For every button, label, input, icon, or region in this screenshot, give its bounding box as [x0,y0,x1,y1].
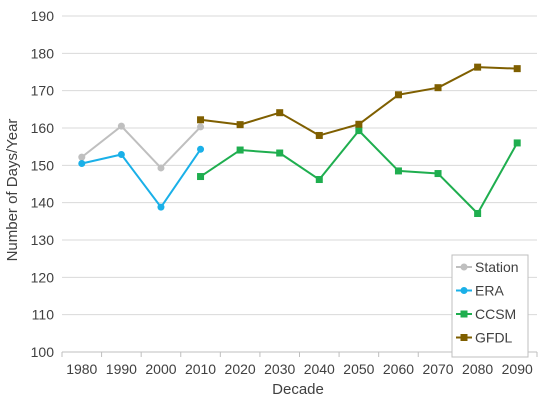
x-tick-label: 2010 [185,361,216,377]
legend-item-gfdl: GFDL [456,330,513,346]
data-point [197,173,205,181]
y-tick-label: 170 [31,83,55,99]
x-tick-label: 2060 [383,361,414,377]
y-tick-label: 130 [31,232,55,248]
series-line-era [81,148,202,209]
data-point [434,84,442,92]
series-line-ccsm [199,129,519,215]
data-point [315,131,323,139]
legend-label: ERA [475,283,504,299]
x-tick-label: 2040 [304,361,335,377]
data-point [513,139,521,147]
y-tick-label: 110 [32,307,55,323]
data-point [474,209,482,217]
y-tick-label: 180 [31,45,55,61]
legend-marker [460,287,468,294]
axes: 100 110 120 130 140 150 160 170 180 190 1980 1990 20… [31,8,538,377]
x-tick-label: 2090 [502,361,533,377]
legend-item-station: Station [456,259,519,275]
data-point [315,176,323,184]
data-point [355,120,363,128]
y-tick-label: 190 [31,8,55,24]
data-point [157,164,165,172]
legend-marker [460,310,468,318]
legend-label: CCSM [475,306,516,322]
x-tick-label: 2050 [343,361,374,377]
series-ccsm [197,127,521,217]
series-group [78,63,521,217]
legend-item-ccsm: CCSM [456,306,516,322]
y-axis-title: Number of Days/Year [4,119,21,262]
data-point [236,146,244,154]
data-point [474,63,482,71]
x-tick-label: 2030 [264,361,295,377]
data-point [276,149,284,157]
legend-item-era: ERA [456,283,504,299]
data-point [117,151,125,159]
x-tick-label: 1980 [66,361,97,377]
x-tick-label: 2020 [225,361,256,377]
x-axis-title: Decade [272,381,324,398]
x-tick-label: 2070 [422,361,453,377]
data-point [513,65,521,73]
data-point [197,116,205,124]
legend-marker [460,263,468,271]
data-point [394,167,402,175]
x-tick-label: 2000 [145,361,176,377]
legend-label: GFDL [475,330,513,346]
data-point [78,153,86,161]
legend-marker [460,334,468,341]
y-tick-label: 140 [31,195,55,211]
y-tick-label: 100 [31,344,55,360]
data-point [276,109,284,117]
data-point [394,91,402,99]
data-point [355,127,363,135]
data-point [236,121,244,129]
series-era [78,145,205,211]
legend-label: Station [475,259,519,275]
legend: Station ERA CCSM GFDL [451,254,529,358]
data-point [117,122,125,130]
series-line-station [81,125,202,169]
y-tick-label: 120 [31,269,55,285]
data-point [197,123,205,131]
y-tick-label: 160 [31,120,55,136]
x-tick-label: 1990 [106,361,137,377]
data-point [197,145,205,153]
legend-items: Station ERA CCSM GFDL [456,259,519,346]
data-point [157,203,165,211]
series-station [78,122,205,172]
series-gfdl [197,63,521,139]
x-tick-label: 2080 [462,361,493,377]
data-point [434,170,442,178]
data-point [78,159,86,167]
y-tick-label: 150 [31,157,55,173]
